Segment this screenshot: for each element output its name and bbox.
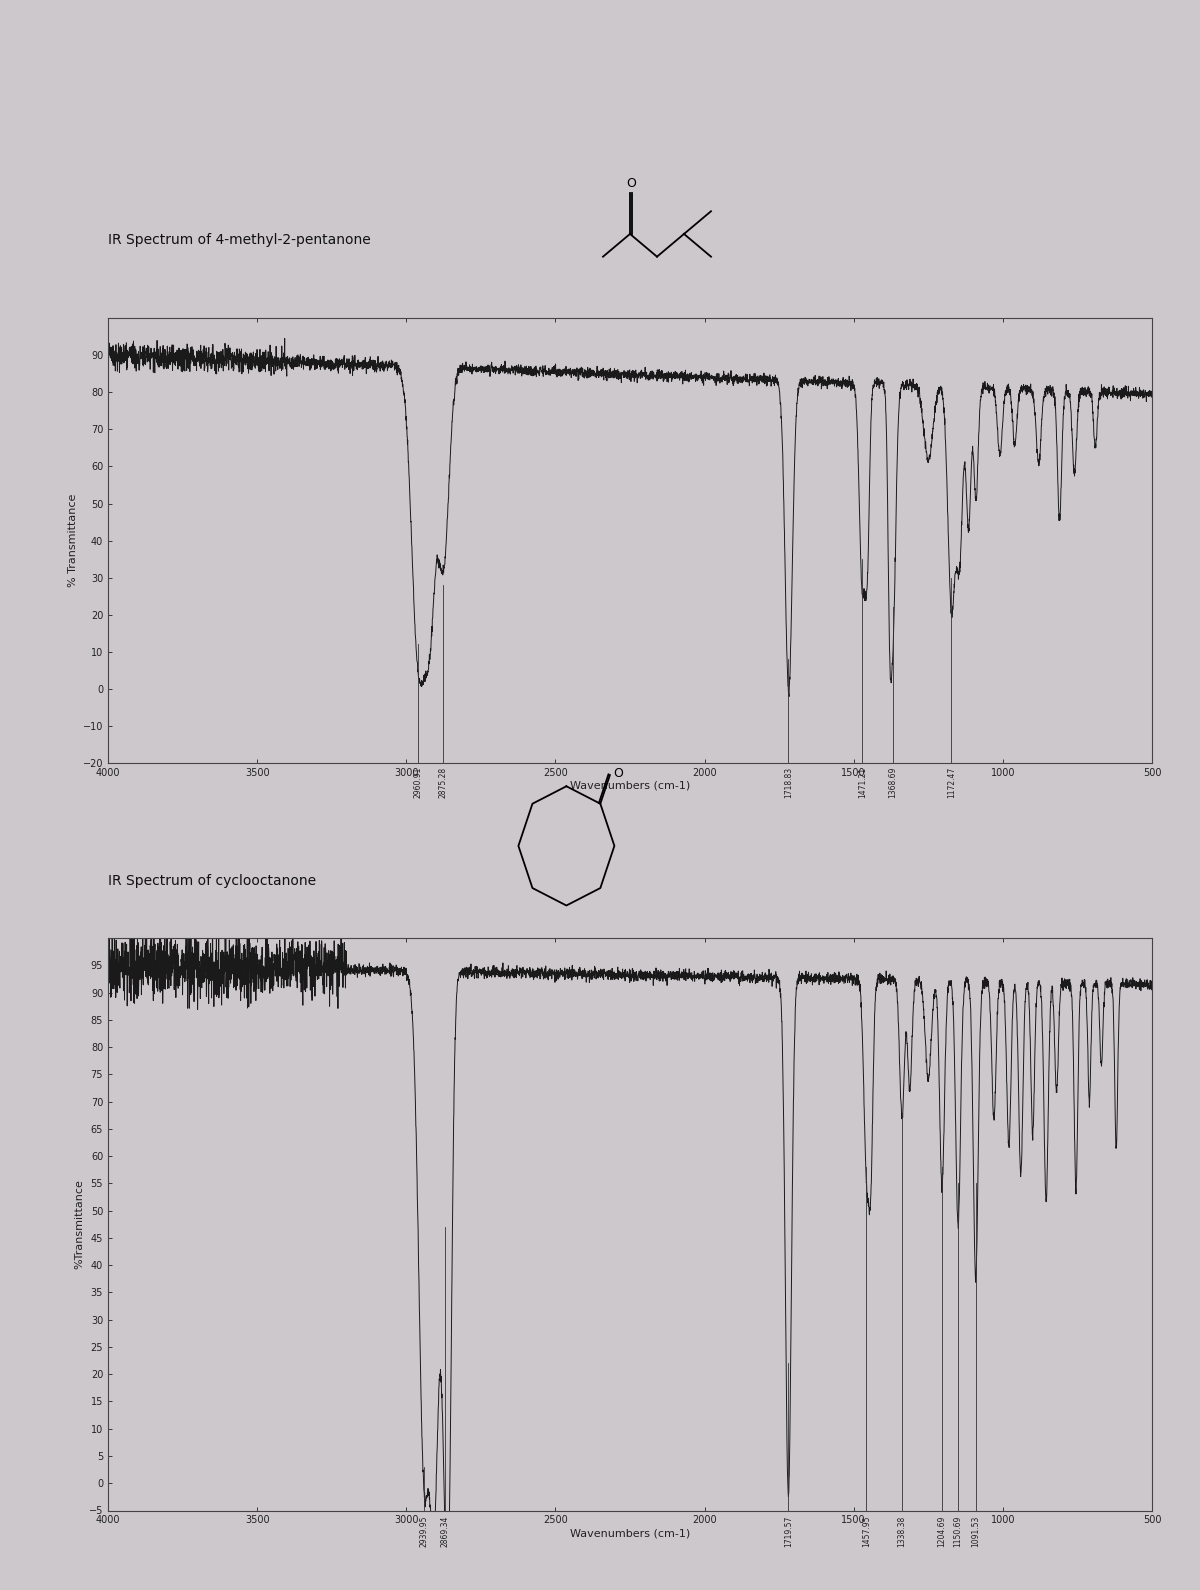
Y-axis label: % Transmittance: % Transmittance (68, 494, 78, 587)
Text: 1204.69: 1204.69 (937, 1515, 947, 1547)
Text: 1368.69: 1368.69 (888, 766, 898, 798)
Text: 1718.83: 1718.83 (784, 766, 793, 798)
Text: 1091.53: 1091.53 (971, 1515, 980, 1547)
Text: 2869.34: 2869.34 (440, 1515, 450, 1547)
X-axis label: Wavenumbers (cm-1): Wavenumbers (cm-1) (570, 1528, 690, 1538)
Text: 1471.21: 1471.21 (858, 766, 866, 798)
Text: O: O (626, 176, 636, 189)
Text: 1172.47: 1172.47 (947, 766, 956, 798)
Text: 1150.69: 1150.69 (954, 1515, 962, 1547)
Text: 2875.28: 2875.28 (439, 766, 448, 798)
Text: IR Spectrum of 4-methyl-2-pentanone: IR Spectrum of 4-methyl-2-pentanone (108, 234, 371, 248)
Text: 1457.95: 1457.95 (862, 1515, 871, 1547)
Text: 2939.95: 2939.95 (420, 1515, 428, 1547)
Text: O: O (613, 768, 623, 781)
Text: IR Spectrum of cyclooctanone: IR Spectrum of cyclooctanone (108, 875, 316, 889)
Text: 2960.91: 2960.91 (414, 766, 422, 798)
Text: 1338.38: 1338.38 (898, 1515, 906, 1547)
Text: 1719.57: 1719.57 (784, 1515, 793, 1547)
X-axis label: Wavenumbers (cm-1): Wavenumbers (cm-1) (570, 781, 690, 790)
Y-axis label: %Transmittance: %Transmittance (74, 1180, 84, 1269)
